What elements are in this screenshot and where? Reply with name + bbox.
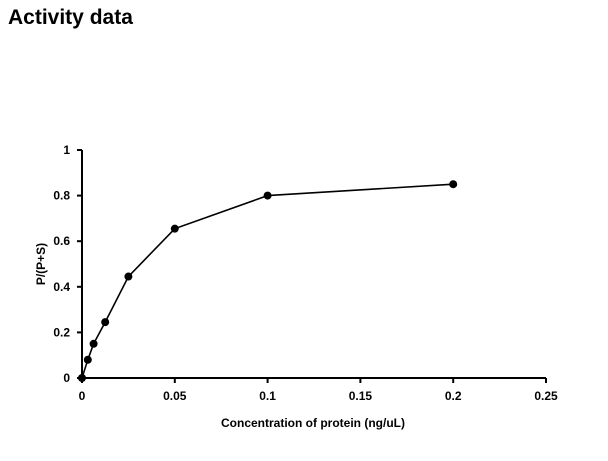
x-tick-label: 0.1 (259, 389, 276, 403)
data-point-7 (449, 180, 458, 189)
y-tick-label: 1 (63, 143, 70, 157)
y-ticks: 0 0.2 0.4 0.6 0.8 1 (53, 143, 82, 385)
data-point-5 (170, 224, 179, 233)
series-line-0 (81, 183, 454, 379)
x-tick-label: 0.05 (163, 389, 187, 403)
data-point-3 (101, 318, 110, 327)
x-axis: 0 0.05 0.1 0.15 0.2 0.25 (79, 377, 558, 403)
y-tick-label: 0 (63, 371, 70, 385)
y-tick-label: 0.8 (53, 189, 70, 203)
y-tick-label: 0.4 (53, 280, 70, 294)
y-tick-label: 0.6 (53, 234, 70, 248)
x-tick-label: 0 (79, 389, 86, 403)
data-point-2 (89, 339, 98, 348)
plot-series (78, 180, 458, 382)
x-axis-label: Concentration of protein (ng/uL) (221, 416, 405, 430)
x-ticks: 0 0.05 0.1 0.15 0.2 0.25 (79, 378, 558, 403)
data-point-1 (83, 355, 92, 364)
data-point-4 (124, 272, 133, 281)
data-point-0 (78, 374, 86, 382)
x-tick-label: 0.15 (349, 389, 373, 403)
x-tick-label: 0.2 (445, 389, 462, 403)
x-tick-label: 0.25 (534, 389, 558, 403)
y-tick-label: 0.2 (53, 325, 70, 339)
data-point-6 (263, 191, 272, 200)
y-axis-label: P/(P+S) (34, 243, 48, 285)
y-axis: 0 0.2 0.4 0.6 0.8 1 (53, 143, 83, 385)
page-title: Activity data (8, 6, 133, 29)
